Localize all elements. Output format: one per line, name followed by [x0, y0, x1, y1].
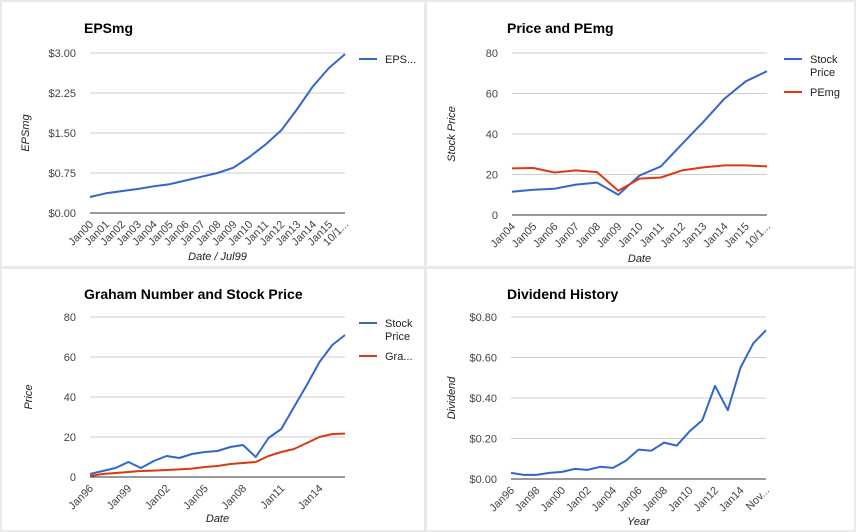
legend-label: Stock Price [385, 318, 413, 343]
series-line-stock-price [89, 334, 346, 475]
legend-label: Stock Price [810, 54, 838, 79]
y-tick-label: $1.50 [48, 128, 76, 140]
series-line-gra [89, 432, 346, 477]
x-tick-label: Jan12 [691, 485, 721, 515]
chart-graham: Graham Number and Stock Price 0 20 40 60 80 Ja… [23, 286, 413, 525]
y-tick-label: 0 [70, 472, 76, 484]
legend-label: PEmg [810, 87, 840, 99]
y-tick-label: $0.60 [469, 353, 497, 365]
x-tick-label: Jan05 [181, 483, 211, 513]
x-tick-label: Nov... [744, 485, 772, 513]
x-tick-label: Jan02 [564, 485, 594, 515]
x-tick-label: Jan98 [513, 485, 543, 515]
y-tick-label: 80 [486, 48, 498, 60]
y-tick-label: 40 [64, 392, 76, 404]
chart-title: Dividend History [507, 286, 618, 302]
y-tick-label: $0.00 [48, 208, 76, 220]
x-axis-label: Date [628, 253, 651, 265]
series-line-series [510, 329, 767, 476]
x-tick-label: Jan08 [219, 483, 249, 513]
y-tick-label: $0.75 [48, 168, 76, 180]
y-tick-label: 40 [486, 129, 498, 141]
y-tick-label: $0.40 [469, 393, 497, 405]
chart-price-pemg: Price and PEmg020406080Jan04Jan05Jan06Ja… [446, 20, 840, 265]
x-tick-label: Jan04 [589, 485, 619, 515]
y-axis-label: EPSmg [20, 113, 32, 151]
chart-title: EPSmg [84, 20, 133, 36]
x-tick-label: Jan96 [66, 483, 96, 513]
legend-label: EPS... [385, 54, 416, 66]
legend-label: Gra... [385, 351, 413, 363]
panel-price-pemg: Price and PEmg 0 20 40 60 80 Jan04 Jan05 Jan06 Ja… [427, 2, 854, 266]
x-tick-label: Jan10 [666, 485, 696, 515]
x-tick-label: Jan96 [487, 485, 517, 515]
y-axis-label: Price [23, 384, 35, 409]
y-tick-label: $2.25 [48, 88, 76, 100]
panel-epsmg: EPSmg $0.00 $0.75 $1.50 $2.25 $3.00 Jan00 Jan01… [2, 2, 424, 266]
y-tick-label: 60 [64, 352, 76, 364]
chart-title: Graham Number and Stock Price [84, 286, 303, 302]
chart-dividend: Dividend History $0.00 $0.20 $0.40 $0.60 $0.8… [446, 286, 772, 528]
series-line-eps [89, 53, 346, 198]
y-tick-label: 80 [64, 312, 76, 324]
x-tick-label: Jan11 [258, 483, 287, 512]
x-tick-label: Jan14 [296, 483, 326, 513]
y-tick-label: 20 [486, 170, 498, 182]
x-axis-label: Date [206, 513, 229, 525]
y-axis-label: Dividend [446, 376, 458, 420]
series-line-stock-price [511, 70, 768, 196]
y-tick-label: 0 [492, 210, 498, 222]
y-tick-label: 60 [486, 89, 498, 101]
y-axis-label: Stock Price [446, 106, 458, 162]
chart-epsmg: EPSmg$0.00$0.75$1.50$2.25$3.00Jan00Jan01… [20, 20, 416, 263]
x-tick-label: Jan14 [717, 485, 747, 515]
y-tick-label: 20 [64, 432, 76, 444]
x-tick-label: Jan00 [538, 485, 568, 515]
chart-title: Price and PEmg [507, 20, 614, 36]
y-tick-label: $0.80 [469, 312, 497, 324]
x-tick-label: Jan06 [615, 485, 645, 515]
x-axis-label: Year [627, 516, 651, 528]
panel-dividend: Dividend History $0.00 $0.20 $0.40 $0.60 $0.8… [427, 269, 854, 530]
y-tick-label: $0.00 [469, 474, 497, 486]
panel-graham: Graham Number and Stock Price 0 20 40 60 80 Ja… [2, 269, 424, 530]
x-tick-label: Jan99 [105, 483, 135, 513]
y-tick-label: $3.00 [48, 48, 76, 60]
x-tick-label: Jan08 [640, 485, 670, 515]
x-axis-label: Date / Jul99 [188, 251, 247, 263]
series-line-pemg [511, 164, 768, 192]
x-tick-label: Jan02 [143, 483, 173, 513]
y-tick-label: $0.20 [469, 434, 497, 446]
